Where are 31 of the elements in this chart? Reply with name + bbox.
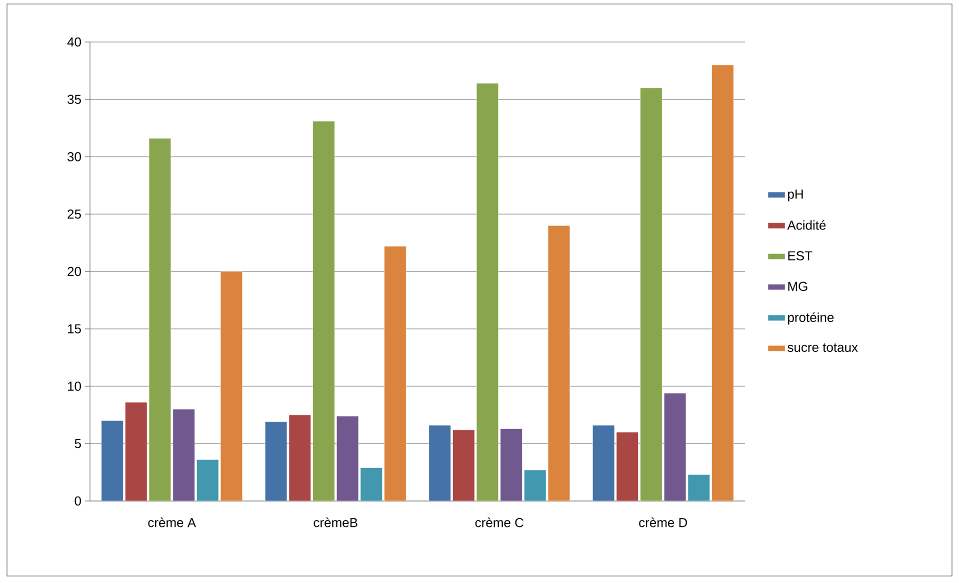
legend-label: MG [788,282,808,291]
y-tick-label: 15 [68,324,81,334]
y-tick-label: 5 [74,439,81,448]
bar [548,225,570,501]
legend-label: sucre totaux [788,343,858,352]
bar [592,425,615,501]
bar [125,402,148,501]
x-tick-label: crèmeB [314,518,358,528]
y-tick-label: 40 [67,37,81,47]
bar [452,430,475,501]
x-tick-label: crème A [148,518,196,528]
bar [288,414,311,501]
x-tick-label: crème D [639,518,688,528]
y-tick-label: 25 [68,210,81,219]
bar [264,422,288,501]
bar [712,64,734,501]
y-tick-label: 35 [68,94,81,104]
legend-label: protéine [788,312,834,325]
legend-label: Acidité [787,220,826,230]
legend-label: pH [788,190,803,202]
y-tick-label: 10 [68,382,81,391]
bar [428,425,451,501]
bar [616,432,638,501]
bar [101,420,124,501]
y-tick-label: 20 [68,266,81,276]
x-tick-label: crème C [475,518,524,528]
y-tick-label: 0 [74,496,81,506]
y-tick-label: 30 [68,152,81,162]
bar [384,246,406,501]
bar [220,271,243,501]
legend-label: EST [788,251,812,260]
